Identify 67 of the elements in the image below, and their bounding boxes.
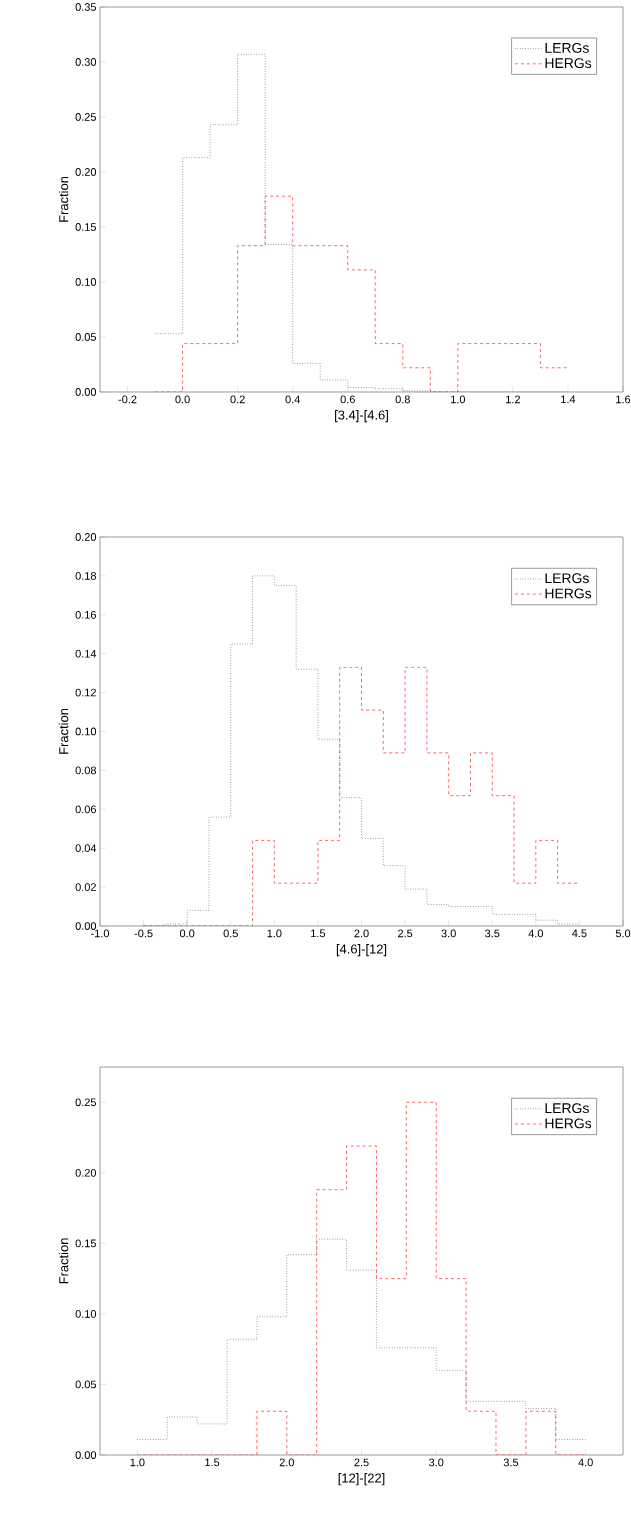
- x-tick-label: 0.2: [230, 395, 245, 404]
- x-tick-label: 1.5: [311, 929, 326, 938]
- legend-label: LERGs: [545, 42, 589, 53]
- x-tick-label: 1.4: [561, 395, 576, 404]
- x-tick-label: 5.0: [615, 929, 631, 938]
- x-tick-label: 2.0: [354, 929, 369, 938]
- y-tick-label: 0.16: [75, 610, 96, 619]
- x-axis-title: [4.6]-[12]: [336, 944, 387, 957]
- y-tick-label: 0.15: [75, 1239, 97, 1248]
- y-tick-label: 0.10: [75, 727, 97, 736]
- x-tick-label: 3.0: [429, 1458, 444, 1467]
- y-tick-label: 0.00: [75, 922, 97, 930]
- x-tick-label: 2.0: [279, 1458, 294, 1467]
- x-tick-label: 4.0: [578, 1458, 593, 1467]
- x-tick-label: 0.8: [395, 395, 410, 404]
- y-axis-title: Fraction: [58, 708, 69, 754]
- x-tick-label: 4.0: [528, 929, 544, 938]
- legend-label: HERGs: [545, 588, 592, 599]
- x-tick-label: 1.5: [205, 1458, 220, 1467]
- y-axis-title: Fraction: [58, 176, 69, 222]
- y-tick-label: 0.35: [75, 3, 97, 11]
- x-axis-title: [3.4]-[4.6]: [335, 410, 388, 423]
- y-tick-label: 0.02: [75, 883, 96, 891]
- y-tick-label: 0.04: [75, 844, 97, 853]
- y-tick-label: 0.25: [75, 1098, 97, 1107]
- y-tick-label: 0.06: [75, 805, 96, 814]
- x-tick-label: 0.6: [340, 395, 355, 404]
- y-tick-label: 0.00: [75, 1451, 97, 1459]
- x-tick-label: 0.5: [223, 929, 238, 938]
- x-tick-label: 3.5: [503, 1458, 519, 1467]
- x-tick-label: 3.5: [485, 929, 500, 938]
- x-tick-label: 2.5: [354, 1458, 369, 1467]
- y-axis-title: Fraction: [58, 1238, 69, 1284]
- x-tick-label: 1.0: [130, 1458, 145, 1467]
- x-tick-label: 1.0: [267, 929, 282, 938]
- y-tick-label: 0.12: [75, 688, 96, 697]
- x-tick-label: 2.5: [398, 929, 413, 938]
- y-tick-label: 0.00: [75, 388, 97, 396]
- y-tick-label: 0.20: [75, 1168, 97, 1177]
- y-tick-label: 0.08: [75, 766, 96, 775]
- x-tick-label: 3.0: [441, 929, 456, 938]
- legend-label: LERGs: [545, 1103, 589, 1114]
- y-tick-label: 0.15: [75, 223, 97, 231]
- x-tick-label: 0.4: [285, 395, 300, 404]
- y-tick-label: 0.25: [75, 113, 97, 121]
- x-tick-label: -0.5: [134, 929, 153, 938]
- y-tick-label: 0.10: [75, 1310, 97, 1318]
- y-tick-label: 0.14: [75, 649, 97, 658]
- y-tick-label: 0.20: [75, 533, 97, 541]
- y-tick-label: 0.18: [75, 572, 96, 580]
- x-tick-label: 1.6: [616, 395, 631, 404]
- legend-label: HERGs: [545, 1118, 592, 1129]
- y-tick-label: 0.20: [75, 168, 97, 176]
- x-tick-label: -0.2: [118, 395, 137, 404]
- x-tick-label: 4.5: [572, 929, 587, 938]
- y-tick-label: 0.05: [75, 1380, 97, 1389]
- y-tick-label: 0.10: [75, 278, 97, 286]
- x-tick-label: 1.0: [451, 395, 466, 404]
- x-axis-title: [12]-[22]: [338, 1473, 385, 1486]
- x-tick-label: 0.0: [175, 395, 190, 404]
- legend-label: LERGs: [545, 573, 589, 584]
- legend-label: HERGs: [545, 58, 592, 69]
- x-tick-label: 0.0: [179, 929, 195, 938]
- y-tick-label: 0.30: [75, 58, 97, 66]
- y-tick-label: 0.05: [75, 333, 97, 341]
- x-tick-label: 1.2: [506, 395, 520, 404]
- x-tick-label: -1.0: [91, 929, 109, 938]
